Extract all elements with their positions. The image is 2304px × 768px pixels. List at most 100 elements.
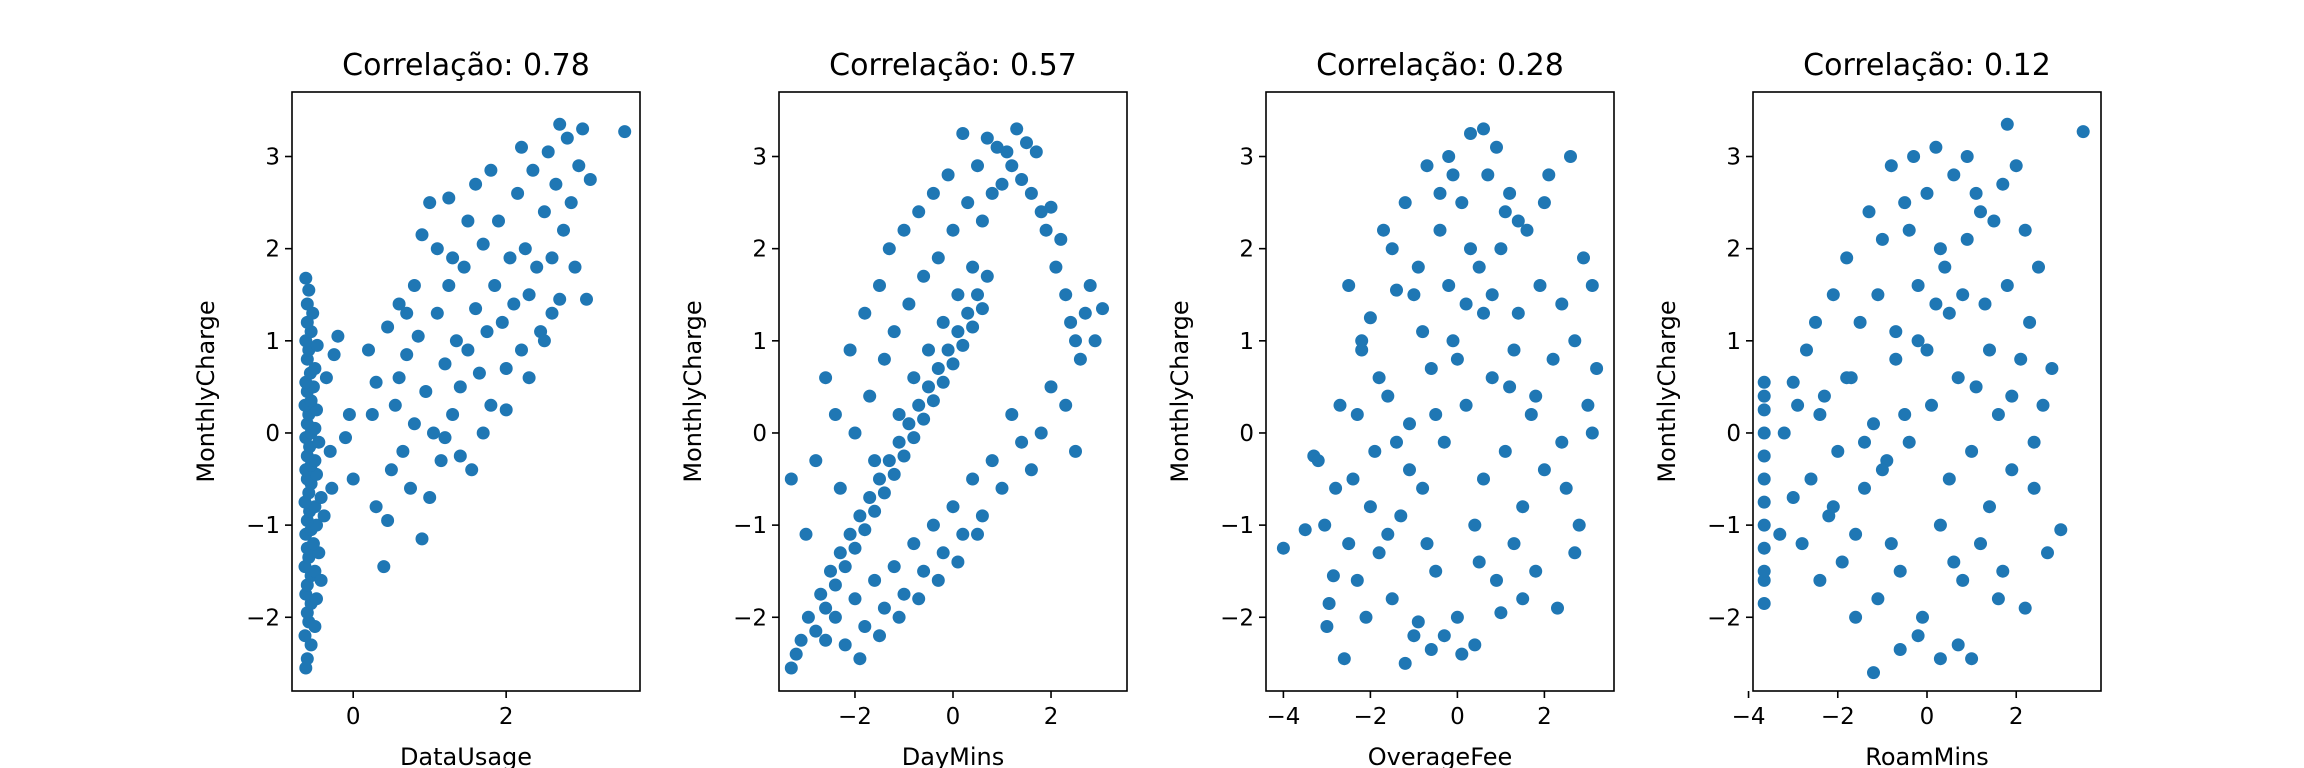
- scatter-point: [1773, 527, 1787, 541]
- scatter-point: [1437, 435, 1451, 449]
- scatter-point: [1455, 196, 1469, 210]
- scatter-point: [1355, 343, 1369, 357]
- x-tick-label: −4: [1732, 704, 1766, 730]
- scatter-point: [392, 371, 406, 385]
- scatter-point: [833, 546, 847, 560]
- scatter-point: [1757, 449, 1771, 463]
- scatter-point: [961, 306, 975, 320]
- scatter-point: [1564, 150, 1577, 163]
- scatter-point: [1902, 223, 1916, 237]
- scatter-point: [887, 467, 901, 481]
- scatter-point: [1355, 334, 1369, 348]
- scatter-point: [1911, 279, 1925, 292]
- scatter-point: [564, 196, 578, 210]
- scatter-point: [843, 527, 857, 541]
- y-tick-label: 2: [752, 237, 767, 263]
- scatter-point: [476, 237, 490, 251]
- axes-frame: [1752, 91, 2102, 692]
- scatter-point: [1390, 435, 1403, 449]
- scatter-point: [1947, 555, 1961, 569]
- scatter-point: [1078, 306, 1092, 320]
- scatter-point: [922, 343, 935, 357]
- x-tick-label: 0: [946, 704, 961, 730]
- scatter-point: [1858, 435, 1871, 449]
- scatter-point: [1942, 306, 1956, 320]
- scatter-point: [1498, 444, 1512, 458]
- scatter-point: [853, 652, 867, 666]
- scatter-point: [1978, 297, 1992, 311]
- scatter-point: [507, 297, 521, 311]
- scatter-point: [308, 620, 322, 633]
- scatter-point: [365, 408, 379, 421]
- scatter-point: [1069, 444, 1082, 458]
- scatter-point: [1757, 541, 1771, 555]
- scatter-point: [407, 279, 421, 292]
- scatter-point: [306, 537, 320, 551]
- scatter-point: [1359, 610, 1373, 624]
- scatter-point: [1757, 375, 1771, 389]
- scatter-point: [1911, 334, 1925, 348]
- scatter-point: [1464, 127, 1477, 140]
- scatter-point: [1849, 610, 1863, 624]
- scatter-point: [1969, 186, 1983, 200]
- scatter-point: [419, 385, 433, 398]
- scatter-point: [917, 412, 931, 426]
- scatter-point: [580, 292, 593, 306]
- scatter-panel-dataUsage: Correlação: 0.78 DataUsage MonthlyCharge…: [192, 48, 641, 768]
- scatter-point: [853, 509, 867, 523]
- scatter-point: [537, 205, 551, 219]
- scatter-point: [499, 403, 513, 417]
- scatter-point: [1800, 343, 1813, 357]
- x-tick-label: −2: [1821, 704, 1855, 730]
- scatter-point: [1311, 454, 1325, 468]
- scatter-point: [902, 417, 916, 431]
- axes-frame: [778, 91, 1128, 692]
- scatter-point: [1585, 426, 1599, 440]
- scatter-point: [1757, 426, 1771, 440]
- scatter-point: [892, 435, 906, 449]
- scatter-point: [310, 592, 323, 606]
- y-axis-label: MonthlyCharge: [1166, 300, 1194, 482]
- scatter-point: [400, 348, 414, 362]
- scatter-point: [799, 527, 813, 541]
- scatter-point: [873, 472, 886, 486]
- scatter-point: [1840, 371, 1854, 385]
- scatter-point: [415, 532, 429, 546]
- scatter-point: [472, 366, 486, 380]
- scatter-point: [1385, 592, 1399, 606]
- scatter-point: [1551, 601, 1564, 615]
- scatter-point: [308, 500, 322, 514]
- scatter-point: [1933, 652, 1947, 666]
- scatter-point: [430, 242, 444, 256]
- scatter-point: [1911, 629, 1925, 643]
- scatter-point: [819, 633, 833, 647]
- scatter-point: [2076, 125, 2090, 139]
- scatter-point: [1368, 444, 1382, 458]
- panel-title: Correlação: 0.57: [829, 48, 1077, 83]
- scatter-point: [1337, 652, 1351, 666]
- scatter-point: [1034, 205, 1048, 219]
- scatter-point: [1477, 306, 1490, 320]
- scatter-point: [1416, 481, 1430, 495]
- scatter-point: [1809, 315, 1822, 329]
- scatter-point: [1507, 343, 1521, 357]
- scatter-point: [1481, 168, 1495, 182]
- scatter-point: [858, 523, 872, 537]
- scatter-point: [298, 629, 312, 643]
- scatter-point: [438, 357, 452, 371]
- scatter-point: [480, 325, 494, 339]
- scatter-point: [907, 371, 921, 385]
- x-tick-label: 0: [1920, 704, 1935, 730]
- scatter-point: [325, 481, 339, 495]
- scatter-point: [877, 601, 891, 615]
- y-tick-label: −2: [733, 605, 767, 631]
- scatter-point: [438, 431, 452, 445]
- scatter-point: [1372, 371, 1386, 385]
- scatter-point: [1983, 343, 1996, 357]
- scatter-point: [1871, 592, 1885, 606]
- scatter-point: [990, 140, 1004, 154]
- scatter-point: [1015, 435, 1029, 449]
- scatter-point: [931, 362, 945, 375]
- scatter-point: [1777, 426, 1791, 440]
- y-axis-label: MonthlyCharge: [192, 300, 220, 482]
